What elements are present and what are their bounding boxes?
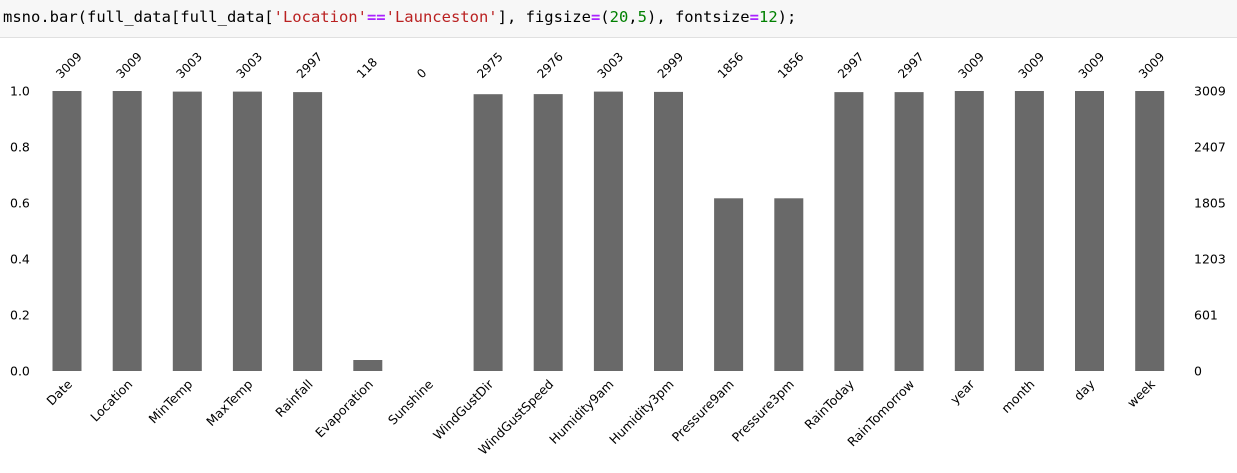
value-label: 3009 xyxy=(956,50,987,81)
value-label: 3009 xyxy=(1136,50,1167,81)
bar-windgustspeed xyxy=(533,94,563,371)
bar-maxtemp xyxy=(232,91,262,371)
left-axis: 0.0 0.2 0.4 0.6 0.8 1.0 xyxy=(10,84,30,379)
bar-location xyxy=(112,91,142,371)
x-tick-label: year xyxy=(947,376,978,407)
bars-group xyxy=(52,91,1165,372)
code-mid-2: ), fontsize xyxy=(646,8,750,26)
x-tick-label: MinTemp xyxy=(146,376,196,426)
code-value-string: 'Launceston' xyxy=(385,8,498,26)
value-label: 0 xyxy=(414,66,429,81)
x-tick-label: Humidity3pm xyxy=(606,377,677,448)
right-tick-label: 601 xyxy=(1194,308,1218,323)
value-label: 2976 xyxy=(534,50,565,81)
code-assign-1: = xyxy=(590,8,601,26)
left-tick-label: 0.0 xyxy=(10,364,30,379)
right-tick-label: 1805 xyxy=(1194,196,1226,211)
x-tick-label: Rainfall xyxy=(272,377,315,420)
value-label: 3009 xyxy=(113,50,144,81)
bar-windgustdir xyxy=(473,94,503,371)
value-label: 3003 xyxy=(595,50,626,81)
code-num-3: 12 xyxy=(758,8,778,26)
left-tick-label: 1.0 xyxy=(10,84,30,99)
left-tick-label: 0.6 xyxy=(10,196,30,211)
x-tick-label: MaxTemp xyxy=(203,376,255,428)
value-label: 2975 xyxy=(474,50,505,81)
value-label: 3003 xyxy=(174,50,205,81)
code-arg-prefix: (full_data[full_data[ xyxy=(77,8,274,26)
value-label: 3003 xyxy=(234,50,265,81)
bar-month xyxy=(1014,91,1044,371)
x-tick-label: week xyxy=(1124,376,1158,410)
value-label: 2999 xyxy=(655,50,686,81)
x-tick-label: Pressure9am xyxy=(669,377,737,445)
value-label: 2997 xyxy=(895,50,926,81)
x-tick-labels-group: Date Location MinTemp MaxTemp RainfallEvapor… xyxy=(43,376,1158,458)
bar-week xyxy=(1135,91,1165,371)
bar-rainfall xyxy=(293,92,323,371)
value-label: 1856 xyxy=(775,50,806,81)
code-suffix: ); xyxy=(777,8,797,26)
bar-pressure9am xyxy=(714,198,744,371)
value-label: 118 xyxy=(354,55,380,81)
code-fn: msno.bar xyxy=(3,8,78,26)
bar-humidity3pm xyxy=(654,91,683,372)
value-label: 2997 xyxy=(835,50,866,81)
x-tick-label: day xyxy=(1071,376,1098,403)
x-tick-label: month xyxy=(998,377,1037,416)
x-tick-label: RainToday xyxy=(801,376,857,432)
value-labels-group: 3009 3009 3003 3003 2997 118 0 2975 2976 3003 2999… xyxy=(53,50,1167,81)
right-tick-label: 2407 xyxy=(1194,140,1226,155)
left-tick-label: 0.2 xyxy=(10,308,30,323)
x-tick-label: Location xyxy=(87,377,135,425)
x-tick-label: Evaporation xyxy=(312,377,376,441)
code-cell[interactable]: msno.bar(full_data[full_data['Location'=… xyxy=(0,0,1237,38)
x-tick-label: Date xyxy=(43,376,75,408)
x-tick-label: WindGustDir xyxy=(430,376,497,443)
x-tick-label: Pressure3pm xyxy=(729,377,797,445)
right-tick-label: 3009 xyxy=(1194,84,1226,99)
value-label: 3009 xyxy=(53,50,84,81)
code-key-string: 'Location' xyxy=(273,8,367,26)
value-label: 2997 xyxy=(294,50,325,81)
right-tick-label: 1203 xyxy=(1194,252,1226,267)
code-line[interactable]: msno.bar(full_data[full_data['Location'=… xyxy=(3,8,796,26)
code-num-2: 5 xyxy=(637,8,647,26)
code-assign-2: = xyxy=(749,8,759,26)
bar-pressure3pm xyxy=(774,198,804,371)
x-tick-label: Sunshine xyxy=(385,376,436,427)
code-num-1: 20 xyxy=(609,8,629,26)
code-open-paren: ( xyxy=(600,8,610,26)
right-axis: 0 601 1203 1805 2407 3009 xyxy=(1194,84,1226,379)
value-label: 3009 xyxy=(1076,50,1107,81)
left-tick-label: 0.8 xyxy=(10,140,30,155)
missing-values-bar-chart: 3009 3009 3003 3003 2997 118 0 2975 2976 3003 2999… xyxy=(10,50,1226,458)
bar-day xyxy=(1075,91,1104,371)
bar-raintomorrow xyxy=(894,92,924,371)
bar-evaporation xyxy=(353,360,383,371)
bar-raintoday xyxy=(834,92,864,371)
code-eq-operator: == xyxy=(366,8,386,26)
right-tick-label: 0 xyxy=(1194,364,1202,379)
value-label: 3009 xyxy=(1016,50,1047,81)
left-tick-label: 0.4 xyxy=(10,252,30,267)
code-comma: , xyxy=(628,8,638,26)
bar-mintemp xyxy=(172,91,202,371)
bar-year xyxy=(954,91,984,371)
code-mid: ], figsize xyxy=(497,8,591,26)
bar-date xyxy=(52,91,82,371)
bar-humidity9am xyxy=(593,91,623,371)
value-label: 1856 xyxy=(715,50,746,81)
